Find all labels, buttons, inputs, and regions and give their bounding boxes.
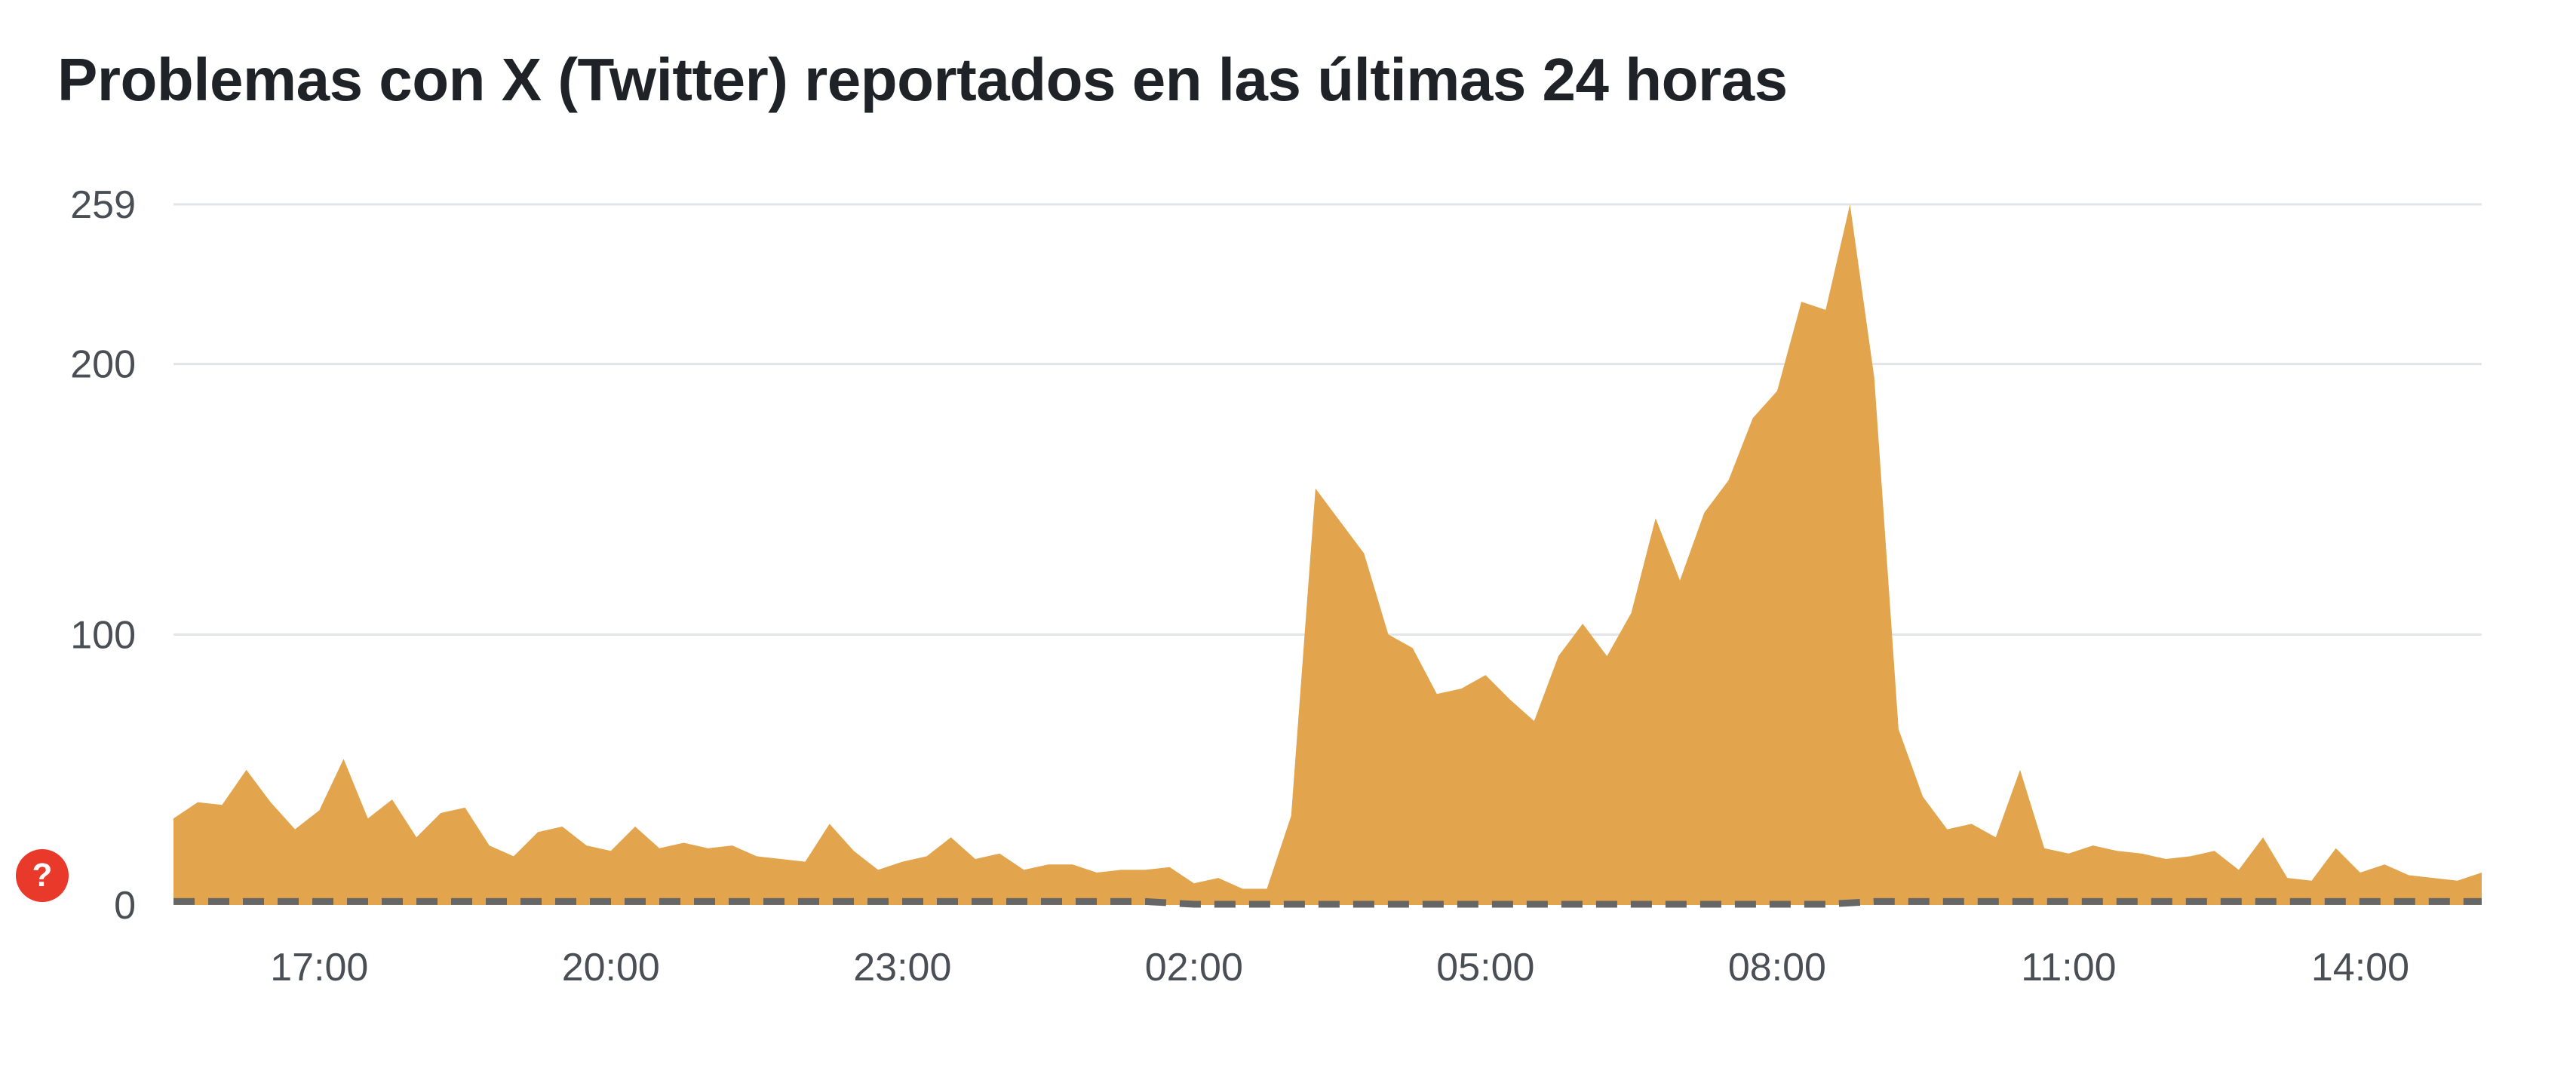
x-tick-label: 20:00: [562, 946, 660, 989]
baseline-line: [173, 897, 2482, 908]
x-tick-label: 17:00: [270, 946, 368, 989]
x-tick-label: 05:00: [1436, 946, 1534, 989]
x-tick-label: 14:00: [2311, 946, 2409, 989]
y-tick-label: 0: [114, 884, 136, 928]
baseline-series: [173, 897, 2482, 908]
x-tick-label: 08:00: [1728, 946, 1826, 989]
x-axis: 17:00 20:00 23:00 02:00 05:00 08:00 11:00 14:00: [270, 946, 2409, 989]
area-series-0: [173, 204, 2482, 905]
question-icon[interactable]: ?: [16, 849, 69, 902]
x-tick-label: 02:00: [1145, 946, 1243, 989]
chart-title: Problemas con X (Twitter) reportados en …: [57, 46, 1788, 113]
y-tick-label: 100: [70, 613, 136, 657]
x-tick-label: 11:00: [2021, 946, 2116, 989]
x-tick-label: 23:00: [853, 946, 951, 989]
report-series: [173, 204, 2482, 905]
y-axis: 0 100 200 259: [70, 183, 136, 928]
y-tick-label: 200: [70, 343, 136, 387]
y-tick-label: 259: [70, 183, 136, 227]
